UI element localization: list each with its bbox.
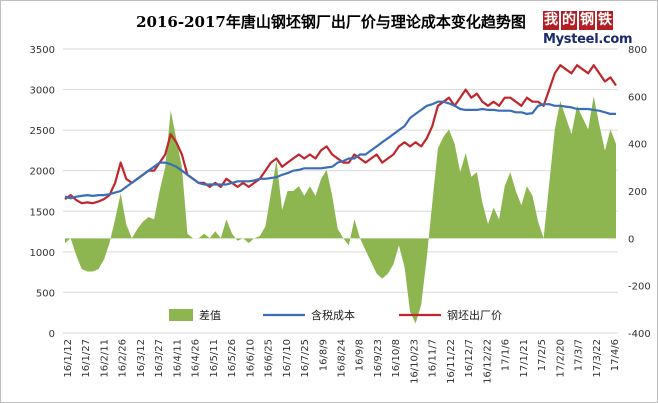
x-tick-label: 16/2/26: [118, 339, 129, 378]
y-right-tick-label: -400: [628, 329, 651, 340]
x-tick-label: 16/11/7: [428, 339, 439, 378]
legend-label: 含税成本: [311, 308, 355, 322]
y-left-tick-label: 1000: [30, 248, 55, 259]
y-right-tick-label: 800: [628, 45, 647, 56]
y-left-tick-label: 2000: [30, 167, 55, 178]
x-tick-label: 16/1/27: [81, 339, 92, 378]
x-tick-label: 16/6/10: [245, 339, 256, 378]
y-left-tick-label: 1500: [30, 207, 55, 218]
y-right-tick-label: 200: [628, 187, 647, 198]
x-tick-label: 16/4/11: [172, 339, 183, 378]
legend-label: 差值: [199, 308, 221, 322]
logo-char: 的: [561, 11, 577, 30]
x-tick-label: 17/4/6: [610, 339, 621, 371]
chart-title: 2016-2017年唐山钢坯钢厂出厂价与理论成本变化趋势图: [136, 13, 526, 31]
price-line: [64, 64, 617, 205]
x-tick-label: 16/5/26: [227, 339, 238, 378]
y-axis-left: 0 500 1000 1500 2000 2500 3000 3500: [30, 45, 55, 340]
x-tick-label: 16/8/24: [337, 339, 348, 378]
y-right-tick-label: 0: [628, 234, 634, 245]
y-right-tick-label: 600: [628, 92, 647, 103]
y-left-tick-label: 2500: [30, 126, 55, 137]
mysteel-logo: 我 的 钢 铁 Mysteel.com: [543, 11, 633, 57]
spread-area: [65, 96, 616, 324]
y-left-tick-label: 500: [36, 288, 55, 299]
x-tick-label: 17/1/6: [501, 339, 512, 371]
x-tick-label: 16/6/25: [264, 339, 275, 378]
y-left-tick-label: 0: [49, 329, 55, 340]
x-tick-label: 16/10/8: [391, 339, 402, 378]
x-tick-label: 16/1/12: [63, 339, 74, 378]
grid: [63, 48, 618, 334]
legend-swatch-spread: [169, 309, 193, 321]
x-tick-label: 17/3/22: [592, 339, 603, 378]
x-tick-label: 16/4/26: [191, 339, 202, 378]
logo-text: Mysteel.com: [543, 32, 633, 47]
legend-label: 钢坯出厂价: [447, 308, 502, 322]
x-tick-label: 16/12/22: [482, 339, 493, 384]
x-tick-label: 16/3/27: [154, 339, 165, 378]
x-tick-label: 16/10/23: [409, 339, 420, 384]
y-left-tick-label: 3000: [30, 86, 55, 97]
x-tick-label: 16/9/8: [355, 339, 366, 371]
x-tick-label: 17/2/20: [555, 339, 566, 378]
y-right-tick-label: 400: [628, 140, 647, 151]
y-left-tick-label: 3500: [30, 45, 55, 56]
x-tick-label: 16/9/23: [373, 339, 384, 378]
x-tick-label: 17/2/5: [537, 339, 548, 371]
x-tick-label: 16/8/9: [318, 339, 329, 371]
x-tick-label: 16/2/11: [99, 339, 110, 378]
spread-area-fill: [65, 96, 616, 324]
x-tick-label: 17/3/7: [574, 339, 585, 371]
x-axis: 16/1/12 16/1/27 16/2/11 16/2/26 16/3/12 16/3/…: [63, 339, 621, 384]
series-lines: [64, 64, 617, 205]
logo-char: 我: [543, 11, 559, 30]
x-tick-label: 16/7/25: [300, 339, 311, 378]
logo-char: 钢: [579, 11, 595, 30]
y-right-tick-label: -200: [628, 282, 651, 293]
cost-line: [64, 100, 616, 200]
logo-char: 铁: [597, 11, 613, 30]
x-tick-label: 16/12/7: [464, 339, 475, 378]
y-axis-right: -400 -200 0 200 400 600 800: [628, 45, 651, 340]
legend: 差值 含税成本 钢坯出厂价: [169, 308, 502, 322]
x-tick-label: 17/1/21: [519, 339, 530, 378]
x-tick-label: 16/7/10: [282, 339, 293, 378]
x-tick-label: 16/5/11: [209, 339, 220, 378]
x-tick-label: 16/3/12: [136, 339, 147, 378]
x-tick-label: 16/11/22: [446, 339, 457, 384]
